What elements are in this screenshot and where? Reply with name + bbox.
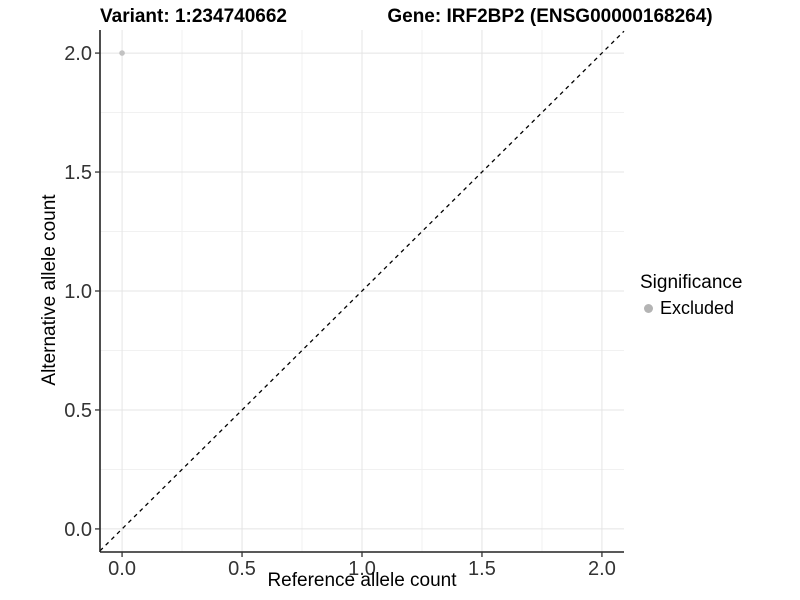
y-tick-label: 0.5 bbox=[64, 400, 92, 422]
plot-title-variant: Variant: 1:234740662 bbox=[100, 6, 287, 27]
legend-title: Significance bbox=[640, 272, 743, 293]
y-tick-label: 1.5 bbox=[64, 162, 92, 184]
plot-title-gene: Gene: IRF2BP2 (ENSG00000168264) bbox=[387, 6, 713, 27]
x-tick-label: 0.5 bbox=[228, 558, 256, 580]
data-point bbox=[119, 50, 125, 56]
legend-item-label: Excluded bbox=[660, 298, 735, 318]
x-tick-label: 0.0 bbox=[108, 558, 136, 580]
legend: Significance Excluded bbox=[640, 272, 742, 319]
y-tick-label: 2.0 bbox=[64, 43, 92, 65]
y-tick-label: 0.0 bbox=[64, 519, 92, 541]
legend-point-icon bbox=[644, 304, 653, 313]
y-axis-label: Alternative allele count bbox=[39, 194, 60, 386]
x-tick-label: 2.0 bbox=[588, 558, 616, 580]
x-axis-label: Reference allele count bbox=[267, 570, 457, 591]
x-tick-label: 1.5 bbox=[468, 558, 496, 580]
x-tick-label: 1.0 bbox=[348, 558, 376, 580]
identity-reference-line bbox=[99, 30, 625, 552]
y-tick-label: 1.0 bbox=[64, 281, 92, 303]
legend-item-excluded: Excluded bbox=[640, 298, 742, 319]
